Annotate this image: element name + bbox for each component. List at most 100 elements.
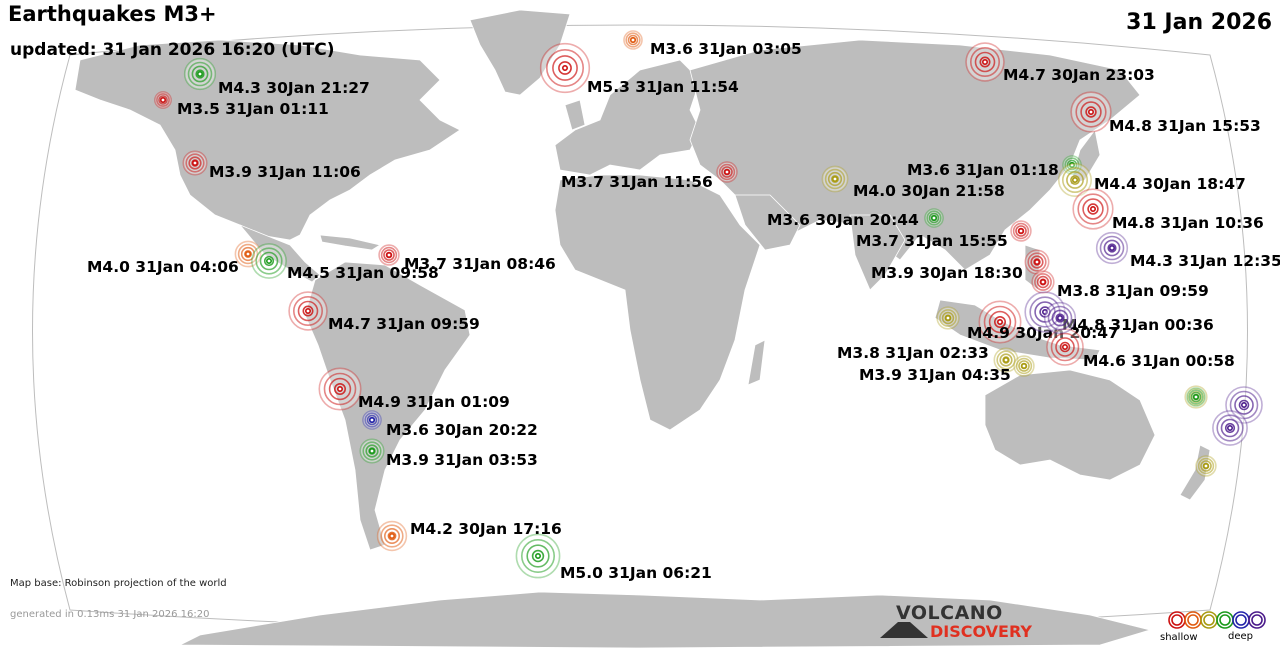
quake-epicenter-dot — [1002, 356, 1009, 363]
quake-marker[interactable] — [515, 533, 561, 579]
quake-label[interactable]: M4.7 31Jan 09:59 — [328, 315, 480, 333]
quake-label[interactable]: M3.5 31Jan 01:11 — [177, 100, 329, 118]
quake-ring — [1018, 360, 1030, 372]
quake-label[interactable]: M3.6 30Jan 20:22 — [386, 421, 538, 439]
quake-label[interactable]: M4.0 31Jan 04:06 — [87, 258, 239, 276]
quake-marker[interactable] — [288, 291, 328, 331]
quake-epicenter-dot — [1062, 343, 1069, 350]
quake-marker[interactable] — [1072, 188, 1114, 230]
quake-label[interactable]: M3.8 31Jan 09:59 — [1057, 282, 1209, 300]
quake-ring — [1190, 391, 1202, 403]
quake-marker[interactable] — [1095, 231, 1129, 265]
quake-marker[interactable] — [1212, 410, 1248, 446]
quake-ring — [1055, 337, 1075, 357]
quake-marker[interactable] — [251, 243, 287, 279]
quake-label[interactable]: M3.7 31Jan 08:46 — [404, 255, 556, 273]
quake-label[interactable]: M5.3 31Jan 11:54 — [587, 78, 739, 96]
quake-label[interactable]: M4.9 30Jan 20:47 — [967, 324, 1119, 342]
quake-marker[interactable] — [924, 208, 944, 228]
quake-label[interactable]: M3.8 31Jan 02:33 — [837, 344, 989, 362]
quake-ring — [1224, 422, 1236, 434]
quake-label[interactable]: M3.6 31Jan 03:05 — [650, 40, 802, 58]
quake-label[interactable]: M4.4 30Jan 18:47 — [1094, 175, 1246, 193]
quake-label[interactable]: M4.9 31Jan 01:09 — [358, 393, 510, 411]
quake-label[interactable]: M3.9 31Jan 04:35 — [859, 366, 1011, 384]
quake-ring — [718, 163, 736, 181]
quake-marker[interactable] — [1046, 328, 1084, 366]
quake-label[interactable]: M3.6 31Jan 01:18 — [907, 161, 1059, 179]
quake-label[interactable]: M4.0 30Jan 21:58 — [853, 182, 1005, 200]
quake-marker[interactable] — [539, 42, 591, 94]
quake-marker[interactable] — [1010, 220, 1032, 242]
quake-ring — [1187, 388, 1205, 406]
quake-label[interactable]: M3.7 31Jan 11:56 — [561, 173, 713, 191]
depth-legend: shallow deep — [1160, 608, 1270, 648]
quake-label[interactable]: M3.9 31Jan 11:06 — [209, 163, 361, 181]
quake-marker[interactable] — [821, 165, 849, 193]
quake-marker[interactable] — [376, 520, 408, 552]
quake-ring — [1066, 171, 1084, 189]
quake-marker[interactable] — [993, 347, 1019, 373]
quake-marker[interactable] — [965, 42, 1005, 82]
quake-label[interactable]: M4.8 31Jan 00:36 — [1062, 316, 1214, 334]
quake-epicenter-dot — [192, 160, 199, 167]
quake-label[interactable]: M3.6 30Jan 20:44 — [767, 211, 919, 229]
quake-ring — [1080, 101, 1102, 123]
quake-ring — [302, 305, 314, 317]
quake-ring — [1220, 418, 1240, 438]
quake-label[interactable]: M4.6 31Jan 00:58 — [1083, 352, 1235, 370]
quake-label[interactable]: M4.5 31Jan 09:58 — [287, 264, 439, 282]
quake-marker[interactable] — [623, 30, 643, 50]
quake-marker[interactable] — [378, 244, 400, 266]
quake-epicenter-dot — [1042, 308, 1049, 315]
quake-label[interactable]: M4.8 31Jan 15:53 — [1109, 117, 1261, 135]
quake-marker[interactable] — [182, 150, 208, 176]
quake-marker[interactable] — [234, 240, 262, 268]
quake-label[interactable]: M3.9 31Jan 03:53 — [386, 451, 538, 469]
quake-marker[interactable] — [1070, 91, 1112, 133]
quake-marker[interactable] — [1013, 355, 1035, 377]
quake-label[interactable]: M4.8 31Jan 10:36 — [1112, 214, 1264, 232]
quake-label[interactable]: M3.7 31Jan 15:55 — [856, 232, 1008, 250]
quake-marker[interactable] — [154, 91, 172, 109]
quake-marker[interactable] — [362, 410, 382, 430]
quake-ring — [969, 46, 1000, 77]
quake-marker[interactable] — [1058, 163, 1093, 198]
quake-epicenter-dot — [930, 215, 937, 222]
quake-epicenter-dot — [245, 251, 252, 258]
legend-depth-ring — [1171, 614, 1183, 626]
quake-ring — [1234, 395, 1254, 415]
quake-label[interactable]: M5.0 31Jan 06:21 — [560, 564, 712, 582]
map-base-note: Map base: Robinson projection of the wor… — [10, 578, 227, 589]
quake-ring — [185, 153, 205, 173]
quake-ring — [1015, 357, 1033, 375]
south-america — [304, 261, 471, 551]
quake-marker[interactable] — [318, 367, 362, 411]
quake-label[interactable]: M4.7 30Jan 23:03 — [1003, 66, 1155, 84]
quake-marker[interactable] — [1024, 249, 1050, 275]
quake-marker[interactable] — [183, 57, 217, 91]
quake-epicenter-dot — [944, 314, 951, 321]
volcano-discovery-logo[interactable]: VOLCANO DISCOVERY — [880, 602, 1040, 642]
quake-ring — [721, 166, 733, 178]
quake-label[interactable]: M4.3 31Jan 12:35 — [1130, 252, 1280, 270]
quake-ring — [526, 544, 550, 568]
quake-ring — [362, 441, 382, 461]
quake-marker[interactable] — [978, 300, 1022, 344]
quake-label[interactable]: M3.9 30Jan 18:30 — [871, 264, 1023, 282]
quake-marker[interactable] — [1031, 270, 1055, 294]
quake-marker[interactable] — [1186, 387, 1206, 407]
quake-marker[interactable] — [1225, 386, 1263, 424]
quake-marker[interactable] — [936, 306, 960, 330]
quake-epicenter-dot — [265, 257, 272, 264]
quake-ring — [1099, 235, 1125, 261]
quake-ring — [188, 156, 202, 170]
quake-ring — [558, 61, 572, 75]
quake-label[interactable]: M4.2 30Jan 17:16 — [410, 520, 562, 538]
quake-marker[interactable] — [716, 161, 738, 183]
quake-marker[interactable] — [1195, 455, 1217, 477]
quake-marker[interactable] — [1043, 301, 1077, 335]
quake-label[interactable]: M4.3 30Jan 21:27 — [218, 79, 370, 97]
quake-ring — [1082, 198, 1104, 220]
quake-marker[interactable] — [359, 438, 385, 464]
